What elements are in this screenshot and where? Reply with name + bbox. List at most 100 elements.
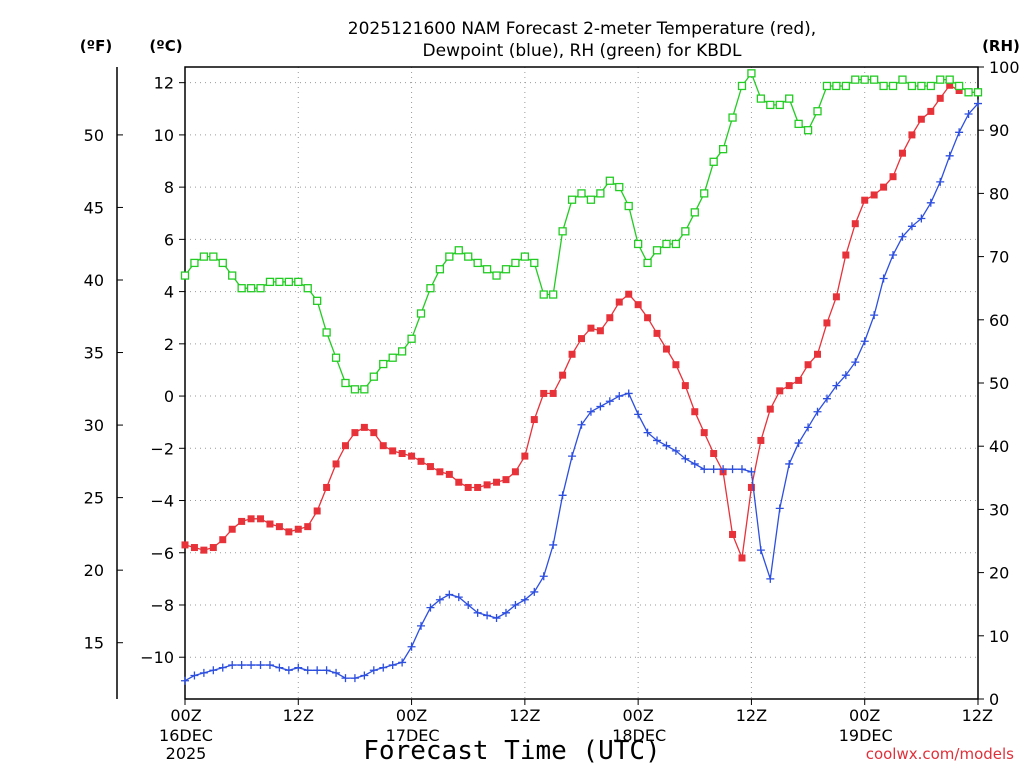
temperature-point xyxy=(851,220,859,228)
temperature-point xyxy=(389,447,397,455)
temperature-point xyxy=(351,429,359,437)
temperature-point xyxy=(795,376,803,384)
rh-point xyxy=(426,284,435,293)
rh-point xyxy=(794,119,803,129)
temperature-point xyxy=(927,107,935,115)
x-tick-label: 12Z xyxy=(736,706,767,725)
rh-point xyxy=(360,385,369,394)
temperature-point xyxy=(294,525,302,533)
temperature-point xyxy=(464,483,472,491)
temperature-point xyxy=(408,452,416,460)
f-tick-label: 25 xyxy=(84,489,104,508)
dewpoint-point xyxy=(898,232,907,241)
dewpoint-point xyxy=(275,663,284,672)
temperature-point xyxy=(729,530,737,538)
dewpoint-point xyxy=(511,600,520,609)
x-tick-label: 00Z xyxy=(849,706,880,725)
rh-tick-label: 100 xyxy=(989,58,1020,77)
temperature-point xyxy=(757,436,765,444)
dewpoint-point xyxy=(605,397,614,406)
dewpoint-point xyxy=(417,621,426,630)
dewpoint-point xyxy=(907,222,916,231)
temperature-point xyxy=(228,525,236,533)
temperature-point xyxy=(200,546,208,554)
rh-point xyxy=(331,353,341,362)
temperature-point xyxy=(814,350,822,358)
temperature-point xyxy=(936,94,944,102)
dewpoint-point xyxy=(936,177,945,186)
dewpoint-point xyxy=(851,358,860,367)
rh-tick-label: 0 xyxy=(989,690,999,709)
c-tick-label: −2 xyxy=(150,439,174,458)
temperature-point xyxy=(681,382,689,390)
dewpoint-point xyxy=(435,595,444,604)
temperature-point xyxy=(502,476,510,484)
rh-tick-label: 10 xyxy=(989,627,1009,646)
x-date-label: 16DEC xyxy=(159,726,213,745)
x-date-label: 19DEC xyxy=(839,726,893,745)
dewpoint-point xyxy=(247,661,256,670)
temperature-point xyxy=(511,468,519,476)
dewpoint-point xyxy=(256,661,265,670)
temperature-point xyxy=(955,87,963,95)
dewpoint-point xyxy=(643,428,652,437)
dewpoint-point xyxy=(728,465,737,474)
temperature-point xyxy=(672,361,680,369)
temperature-point xyxy=(219,536,227,544)
dewpoint-point xyxy=(501,608,510,617)
rh-point xyxy=(832,81,841,91)
dewpoint-point xyxy=(294,663,303,672)
dewpoint-point xyxy=(454,593,463,602)
rh-point xyxy=(624,201,633,211)
temperature-point xyxy=(493,478,501,486)
dewpoint-point xyxy=(785,459,794,468)
dewpoint-point xyxy=(398,658,407,667)
f-tick-label: 30 xyxy=(84,416,104,435)
temperature-point xyxy=(615,298,623,306)
rh-point xyxy=(284,277,293,287)
dewpoint-point xyxy=(228,661,237,670)
dewpoint-point xyxy=(974,99,982,108)
rh-point xyxy=(681,227,690,236)
temperature-point xyxy=(360,423,368,431)
temperature-point xyxy=(710,450,718,458)
dewpoint-point xyxy=(690,459,699,468)
temperature-point xyxy=(483,481,491,489)
dewpoint-point xyxy=(917,214,926,223)
dewpoint-point xyxy=(832,381,841,390)
rh-point xyxy=(718,145,728,154)
rh-point xyxy=(917,81,926,91)
temperature-point xyxy=(540,389,548,397)
rh-point xyxy=(577,189,586,198)
rh-point xyxy=(671,239,681,249)
rh-tick-label: 80 xyxy=(989,184,1009,203)
rh-point xyxy=(756,94,766,103)
x-date-label: 18DEC xyxy=(612,726,666,745)
dewpoint-point xyxy=(634,410,643,419)
dewpoint-point xyxy=(870,311,879,320)
rh-point xyxy=(246,284,256,293)
dewpoint-point xyxy=(568,452,577,461)
rh-point xyxy=(190,258,199,268)
temperature-point xyxy=(747,483,755,491)
rh-point xyxy=(662,239,671,249)
rh-point xyxy=(218,258,227,268)
temperature-point xyxy=(700,429,708,437)
temperature-point xyxy=(870,191,878,199)
f-tick-label: 50 xyxy=(84,126,104,145)
chart-title-line-2: Dewpoint (blue), RH (green) for KBDL xyxy=(423,41,742,61)
dewpoint-point xyxy=(709,465,718,474)
temperature-point xyxy=(332,460,340,468)
dewpoint-point xyxy=(313,666,322,675)
dewpoint-point xyxy=(596,402,605,411)
rh-point xyxy=(709,157,718,166)
temperature-point xyxy=(738,554,746,562)
rh-point xyxy=(888,81,898,91)
temperature-point xyxy=(823,319,831,327)
dewpoint-point xyxy=(539,572,548,581)
temperature-point xyxy=(785,382,793,390)
dewpoint-point xyxy=(955,128,964,137)
temperature-point xyxy=(445,470,453,478)
rh-point xyxy=(652,246,662,255)
